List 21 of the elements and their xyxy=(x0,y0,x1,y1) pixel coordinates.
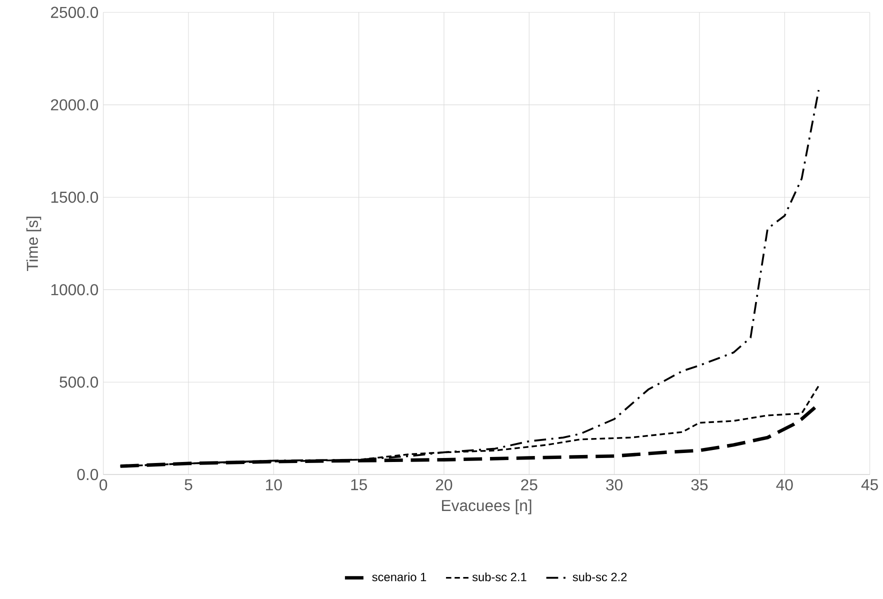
x-tick-label: 10 xyxy=(266,479,282,491)
legend-label: sub-sc 2.2 xyxy=(572,572,627,582)
y-tick-label: 2500.0 xyxy=(50,7,98,18)
y-tick-label: 500.0 xyxy=(60,376,98,388)
y-axis-title: Time [s] xyxy=(26,216,42,272)
y-tick-label: 1500.0 xyxy=(51,192,98,204)
x-tick-label: 20 xyxy=(436,479,452,491)
x-axis-title: Evacuees [n] xyxy=(442,500,532,514)
x-tick-label: 30 xyxy=(606,479,622,491)
x-tick-label: 5 xyxy=(184,479,192,490)
y-tick-label: 1000.0 xyxy=(51,284,98,296)
x-tick-label: 35 xyxy=(691,479,708,491)
x-tick-label: 25 xyxy=(521,479,538,491)
x-tick-label: 40 xyxy=(776,479,793,491)
x-tick-label: 45 xyxy=(861,479,878,490)
legend-label: scenario 1 xyxy=(372,572,426,582)
legend-label: sub-sc 2.1 xyxy=(472,572,526,582)
x-tick-label: 15 xyxy=(351,479,367,490)
y-tick-label: 2000.0 xyxy=(50,99,98,111)
y-tick-label: 0.0 xyxy=(77,469,98,480)
x-tick-label: 0 xyxy=(100,479,108,491)
